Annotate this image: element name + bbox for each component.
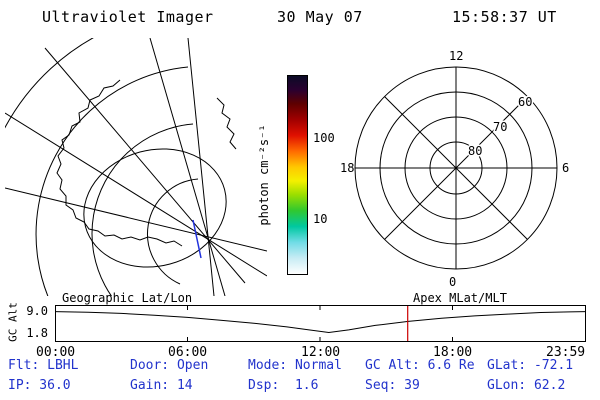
- mlt-label-6: 6: [562, 161, 569, 175]
- apex-polar-plot: 12 18 6 0 60 70 80: [340, 49, 569, 289]
- header-date: 30 May 07: [277, 8, 363, 26]
- header-time: 15:58:37 UT: [452, 8, 557, 26]
- stripchart-ticks: [187, 306, 453, 341]
- xtick-1200: 12:00: [301, 345, 341, 360]
- coastline-peninsula: [216, 97, 237, 150]
- geographic-map: [5, 38, 267, 296]
- status-glat: GLat: -72.1: [487, 358, 574, 373]
- mlt-label-0: 0: [449, 275, 456, 289]
- colorbar-tick-10: 10: [313, 212, 328, 226]
- xtick-0000: 00:00: [36, 345, 76, 360]
- status-mode: Mode: Normal: [248, 358, 342, 373]
- mlat-label-60: 60: [518, 95, 532, 109]
- polar-grid: [354, 66, 558, 270]
- xtick-2359: 23:59: [546, 345, 586, 360]
- colorbar: [287, 75, 308, 275]
- stripchart-ytick-bottom: 1.8: [26, 326, 48, 340]
- status-dsp: Dsp: 1.6: [248, 378, 319, 393]
- mlt-label-18: 18: [340, 161, 354, 175]
- coastline: [56, 79, 183, 247]
- status-gain: Gain: 14: [130, 378, 193, 393]
- colorbar-label: photon cm⁻²s⁻¹: [257, 124, 271, 226]
- status-ip: IP: 36.0: [8, 378, 71, 393]
- status-gcalt: GC Alt: 6.6 Re: [365, 358, 475, 373]
- altitude-curve: [55, 311, 586, 334]
- status-seq: Seq: 39: [365, 378, 420, 393]
- xtick-0600: 06:00: [168, 345, 208, 360]
- altitude-strip-chart: [55, 305, 586, 342]
- colorbar-tick-100: 100: [313, 131, 335, 145]
- mlt-label-12: 12: [449, 49, 463, 63]
- app-title: Ultraviolet Imager: [42, 8, 214, 26]
- colorbar-gradient: [288, 76, 307, 274]
- status-door: Door: Open: [130, 358, 209, 373]
- stripchart-ytick-top: 9.0: [26, 304, 48, 318]
- lat-lon-grid: [5, 38, 267, 296]
- status-glon: GLon: 62.2: [487, 378, 566, 393]
- apex-panel-label: Apex MLat/MLT: [413, 291, 507, 305]
- satellite-track: [192, 219, 202, 259]
- stripchart-ylabel: GC Alt: [6, 302, 20, 342]
- stripchart-frame: [55, 305, 586, 342]
- mlat-label-70: 70: [493, 120, 507, 134]
- geo-panel-label: Geographic Lat/Lon: [62, 291, 193, 305]
- mlat-label-80: 80: [468, 144, 482, 158]
- status-flt: Flt: LBHL: [8, 358, 79, 373]
- xtick-1800: 18:00: [433, 345, 473, 360]
- limb-ellipse: [83, 148, 227, 268]
